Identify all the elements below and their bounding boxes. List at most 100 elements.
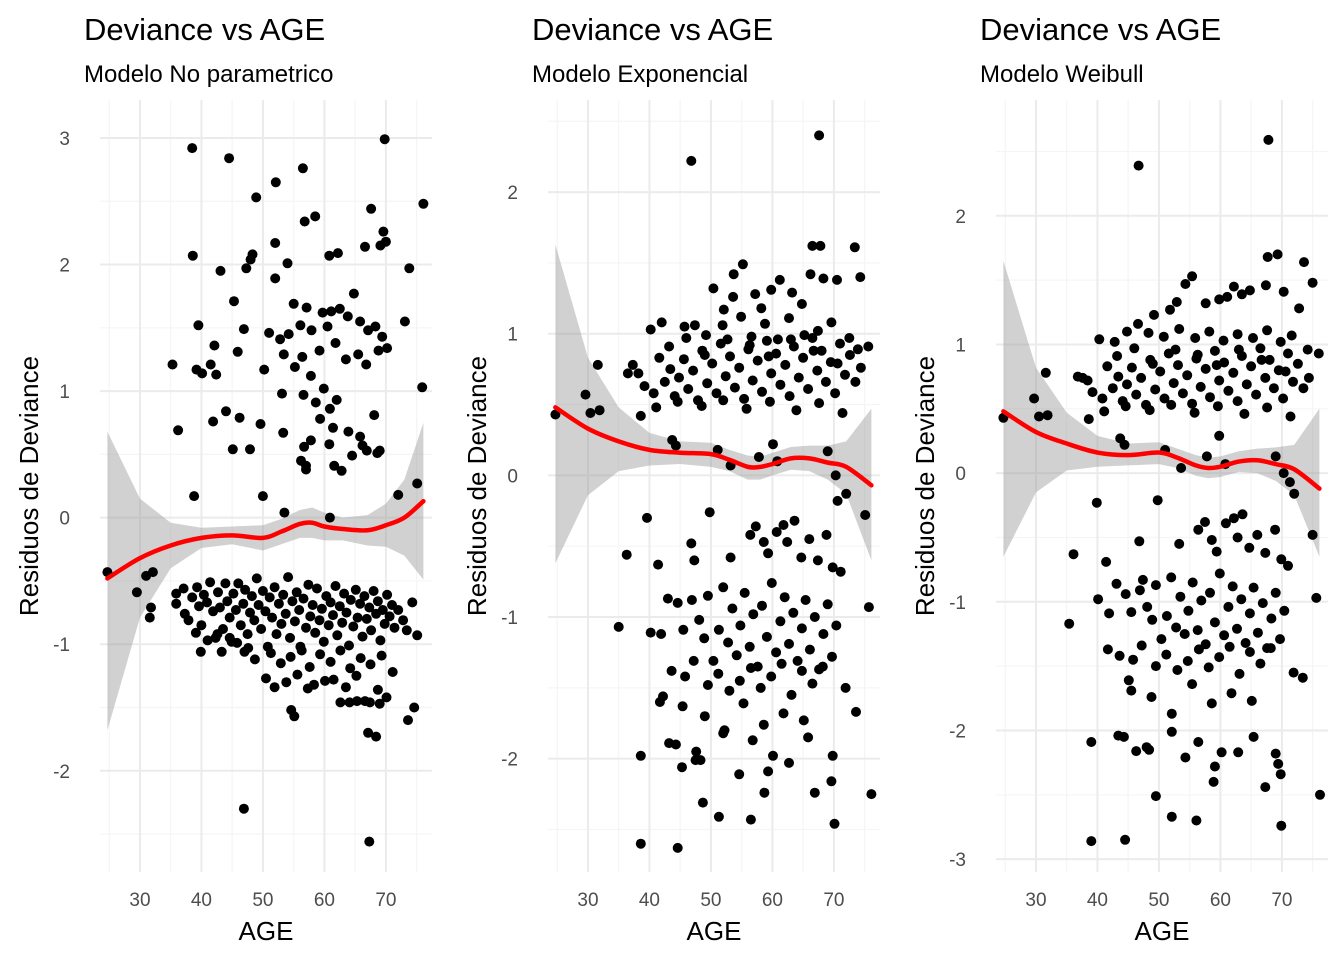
data-point [1232, 532, 1243, 543]
data-point [708, 283, 719, 294]
data-point [793, 372, 804, 383]
data-point [745, 814, 756, 825]
data-point [1239, 408, 1250, 419]
data-point [315, 413, 326, 424]
data-point [1255, 343, 1266, 354]
data-point [1200, 639, 1211, 650]
smooth-fit-line [105, 498, 426, 581]
data-point [1285, 411, 1296, 422]
data-point [739, 393, 750, 404]
data-point [324, 403, 335, 414]
data-point [1119, 439, 1130, 450]
data-point [804, 534, 815, 545]
data-point [369, 410, 380, 421]
data-point [841, 488, 852, 499]
data-point [305, 435, 316, 446]
data-point [764, 396, 775, 407]
data-point [171, 588, 182, 599]
data-point [1190, 333, 1201, 343]
data-point [352, 696, 362, 707]
data-point [1083, 414, 1094, 425]
data-point [1093, 594, 1104, 605]
data-point [796, 623, 807, 634]
data-point [757, 600, 767, 611]
data-point [208, 416, 219, 427]
x-tick-label: 40 [191, 890, 212, 911]
data-point [827, 562, 838, 573]
data-point [804, 644, 815, 655]
x-tick-label: 30 [577, 890, 598, 911]
data-point [1205, 587, 1215, 598]
data-point [1278, 286, 1289, 297]
data-point [316, 603, 327, 614]
data-point [1134, 536, 1145, 547]
data-point [281, 677, 292, 688]
y-tick-label: -2 [949, 721, 966, 742]
data-point [780, 359, 791, 370]
data-point [747, 735, 758, 746]
data-point [1175, 591, 1186, 602]
data-point [1187, 271, 1198, 282]
smooth-fit-line [1001, 409, 1322, 491]
data-point [288, 298, 299, 309]
data-point [310, 627, 321, 638]
data-point [384, 611, 395, 622]
data-point [322, 321, 333, 332]
data-point [832, 358, 843, 369]
data-point [1303, 372, 1314, 383]
data-point [251, 192, 262, 203]
data-point [771, 647, 782, 658]
x-tick-label: 40 [639, 890, 660, 911]
data-point [278, 349, 289, 360]
data-point [361, 613, 372, 624]
x-tick-label: 30 [1025, 890, 1046, 911]
data-point [304, 662, 315, 672]
data-point [398, 615, 409, 626]
data-point [348, 288, 359, 299]
data-point [401, 625, 412, 636]
data-point [757, 386, 767, 397]
data-point [1298, 383, 1309, 394]
data-point [1201, 451, 1212, 462]
y-tick-label: 1 [59, 382, 70, 403]
data-point [1107, 383, 1118, 394]
data-point [328, 610, 338, 621]
data-point [702, 680, 713, 690]
data-point [260, 606, 271, 617]
data-point [753, 452, 764, 462]
data-point [694, 614, 705, 625]
data-point [803, 732, 814, 743]
data-point [677, 762, 687, 773]
data-point [320, 675, 330, 686]
data-point [1034, 411, 1044, 422]
data-point [750, 289, 761, 300]
data-point [812, 325, 823, 336]
data-point [412, 478, 423, 489]
data-point [696, 401, 707, 411]
data-point [1126, 607, 1137, 618]
data-point [1171, 297, 1182, 307]
data-point [261, 673, 271, 684]
data-point [1166, 572, 1177, 583]
data-point [1292, 358, 1303, 369]
data-point [1150, 580, 1161, 591]
data-point [852, 344, 863, 355]
data-point [1180, 752, 1191, 763]
data-point [1232, 623, 1242, 634]
data-point [1257, 598, 1268, 609]
data-point [1299, 257, 1309, 268]
data-point [1144, 405, 1155, 416]
data-point [306, 325, 317, 336]
data-point [205, 577, 216, 588]
data-point [1111, 578, 1122, 589]
data-point [187, 250, 198, 261]
data-point [1248, 582, 1259, 593]
data-point [291, 587, 302, 598]
data-point [718, 304, 729, 315]
data-point [1126, 362, 1137, 373]
data-point [228, 588, 239, 599]
data-point [298, 593, 309, 604]
data-point [1183, 605, 1194, 616]
data-point [672, 842, 683, 853]
data-point [240, 584, 251, 595]
